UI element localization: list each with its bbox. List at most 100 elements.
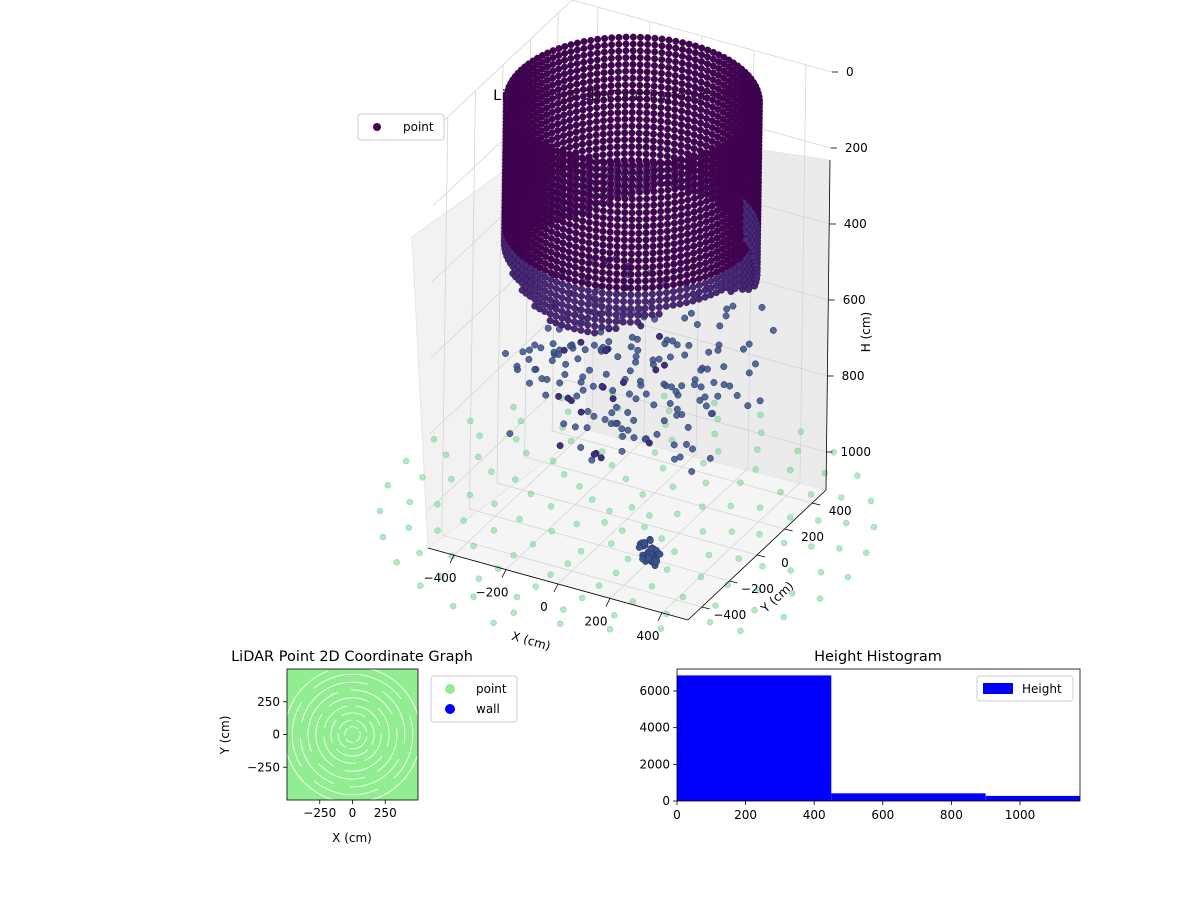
wall-point bbox=[683, 299, 691, 307]
wall-point bbox=[621, 129, 629, 137]
mid-point bbox=[624, 426, 632, 434]
wall-point bbox=[651, 41, 659, 49]
wall-point bbox=[649, 144, 657, 152]
wall-point bbox=[692, 42, 700, 50]
mid-point bbox=[574, 355, 582, 363]
wall-point bbox=[558, 307, 566, 315]
floor-point bbox=[564, 408, 572, 416]
wall-point bbox=[689, 283, 697, 291]
wall-point bbox=[678, 191, 686, 199]
wall-point bbox=[552, 292, 560, 300]
wall-point bbox=[683, 264, 691, 272]
wall-point bbox=[690, 215, 698, 223]
wall-point bbox=[644, 41, 652, 49]
wall-point bbox=[619, 304, 627, 312]
wall-point bbox=[678, 66, 686, 74]
wall-point bbox=[696, 227, 704, 235]
wall-point bbox=[593, 165, 601, 173]
wall-point bbox=[696, 206, 704, 214]
wall-point bbox=[650, 89, 658, 97]
wall-point bbox=[670, 147, 678, 155]
wall-point bbox=[657, 76, 665, 84]
floor-point bbox=[476, 432, 483, 440]
chart-2d-title: LiDAR Point 2D Coordinate Graph bbox=[231, 649, 473, 665]
x-tick-2d-label: −250 bbox=[303, 806, 336, 820]
wall-point bbox=[614, 81, 622, 89]
mid-point bbox=[710, 379, 718, 386]
wall-point bbox=[684, 169, 692, 177]
wall-point bbox=[658, 56, 666, 64]
wall-point bbox=[742, 236, 750, 244]
wall-point bbox=[665, 63, 673, 71]
histogram-bar bbox=[677, 675, 832, 801]
wall-point bbox=[614, 167, 622, 175]
y-tick-3d-mark bbox=[812, 502, 821, 506]
wall-point bbox=[564, 303, 572, 311]
wall-point bbox=[635, 150, 643, 158]
x-tick-2d-label: 0 bbox=[349, 806, 357, 820]
wall-point bbox=[600, 173, 608, 181]
wall-point bbox=[584, 300, 592, 308]
wall-point bbox=[591, 322, 599, 330]
wall-point bbox=[698, 51, 706, 59]
wall-point bbox=[676, 266, 684, 274]
wall-point bbox=[620, 298, 628, 306]
legend-3d-marker-point bbox=[373, 123, 381, 131]
floor-point bbox=[573, 520, 581, 528]
wall-point bbox=[670, 246, 678, 254]
mid-point bbox=[684, 423, 692, 431]
floor-point bbox=[788, 589, 796, 597]
wall-point bbox=[622, 47, 630, 55]
wall-point bbox=[649, 229, 657, 237]
mid-point bbox=[660, 417, 668, 425]
wall-point bbox=[664, 125, 672, 133]
floor-point bbox=[434, 527, 441, 534]
floor-point bbox=[751, 606, 758, 614]
wall-point bbox=[614, 74, 622, 82]
x-tick-histogram-label: 800 bbox=[940, 808, 963, 822]
wall-point bbox=[650, 194, 658, 202]
wall-point bbox=[670, 260, 678, 268]
wall-point bbox=[737, 145, 745, 153]
wall-point bbox=[560, 157, 568, 165]
wall-point bbox=[586, 191, 594, 199]
wall-point bbox=[683, 285, 691, 293]
wall-point bbox=[605, 276, 613, 284]
wall-point bbox=[553, 223, 561, 231]
wall-point bbox=[567, 61, 575, 69]
mid-point bbox=[701, 393, 709, 401]
wall-point bbox=[553, 278, 561, 286]
wall-point bbox=[566, 179, 574, 187]
wall-point bbox=[607, 109, 615, 117]
wall-point bbox=[613, 150, 621, 158]
floor-point bbox=[517, 417, 525, 425]
legend-2d-marker-wall bbox=[445, 704, 455, 714]
wall-point bbox=[571, 256, 579, 264]
wall-point bbox=[600, 69, 608, 77]
z-tick-3d-label: 1000 bbox=[841, 445, 872, 459]
floor-point bbox=[756, 530, 763, 538]
wall-point bbox=[573, 174, 581, 182]
wall-point bbox=[592, 152, 600, 160]
y-tick-3d-label: 200 bbox=[801, 530, 824, 544]
floor-point bbox=[595, 582, 603, 589]
floor-point bbox=[698, 503, 706, 511]
mid-point bbox=[636, 377, 644, 385]
wall-point bbox=[671, 164, 679, 172]
wall-point bbox=[579, 120, 587, 128]
wall-point bbox=[685, 40, 693, 48]
wall-point bbox=[642, 208, 650, 216]
wall-point bbox=[561, 49, 569, 57]
wall-point bbox=[579, 217, 587, 225]
histogram-bars bbox=[677, 675, 1080, 801]
wall-point bbox=[592, 261, 600, 269]
wall-point bbox=[684, 175, 692, 183]
wall-point bbox=[579, 155, 587, 163]
wall-point bbox=[650, 75, 658, 83]
wall-point bbox=[578, 244, 586, 252]
floor-point bbox=[393, 558, 401, 566]
wall-point bbox=[586, 118, 594, 126]
wall-point bbox=[621, 95, 629, 103]
wall-point bbox=[621, 188, 629, 196]
wall-point bbox=[691, 167, 699, 175]
